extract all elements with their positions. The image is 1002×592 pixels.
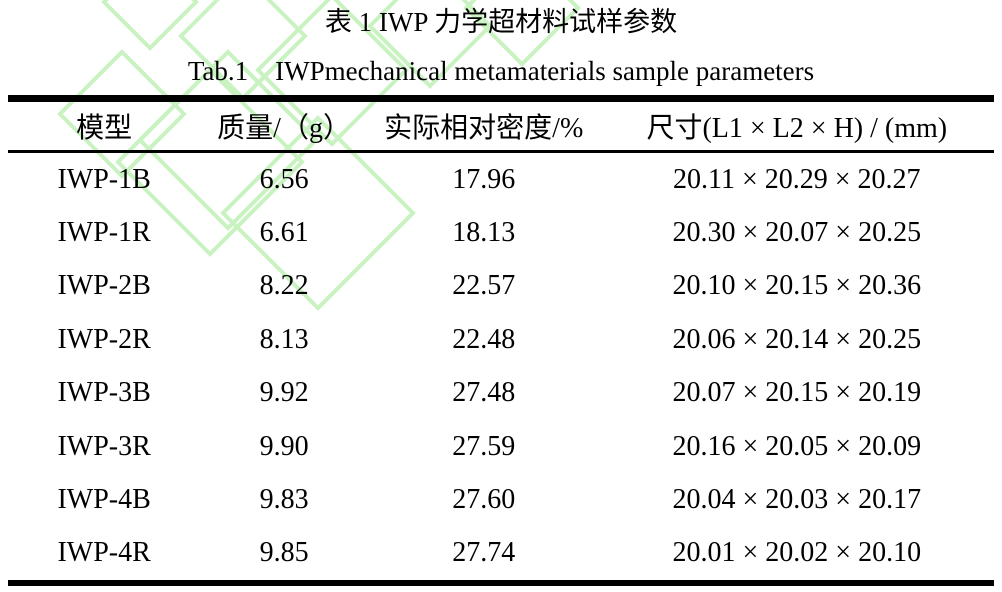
cell-mass: 6.56 (259, 163, 309, 195)
cell-mass: 9.83 (259, 484, 309, 516)
cell-model: IWP-1B (57, 163, 151, 195)
cell-mass: 9.85 (259, 537, 309, 569)
column-header-model: 模型 (8, 98, 201, 153)
cell-mass: 6.61 (259, 217, 309, 249)
cell-model: IWP-4B (57, 484, 151, 516)
table-caption-chinese: 表 1 IWP 力学超材料试样参数 (324, 7, 678, 37)
sample-parameters-table: 模型 质量/（g） 实际相对密度/% 尺寸(L1 × L2 × H) / (mm… (8, 95, 994, 587)
table-row: IWP-3B 9.92 27.48 20.07 × 20.15 × 20.19 (8, 367, 994, 420)
cell-model: IWP-3B (57, 377, 151, 409)
table-row: IWP-3R 9.90 27.59 20.16 × 20.05 × 20.09 (8, 420, 994, 473)
cell-model: IWP-4R (57, 537, 151, 569)
table-body: IWP-1B 6.56 17.96 20.11 × 20.29 × 20.27 IWP-… (8, 152, 994, 584)
cell-size: 20.30 × 20.07 × 20.25 (672, 217, 922, 249)
cell-density: 27.74 (452, 537, 516, 569)
cell-density: 22.48 (452, 323, 516, 355)
table-caption-english: Tab.1 IWPmechanical metamaterials sample… (187, 56, 815, 86)
cell-size: 20.06 × 20.14 × 20.25 (672, 323, 922, 355)
table-row: IWP-4B 9.83 27.60 20.04 × 20.03 × 20.17 (8, 473, 994, 526)
table-header-row: 模型 质量/（g） 实际相对密度/% 尺寸(L1 × L2 × H) / (mm… (8, 98, 994, 153)
cell-density: 27.59 (452, 430, 516, 462)
cell-size: 20.01 × 20.02 × 20.10 (672, 537, 922, 569)
table-row: IWP-2R 8.13 22.48 20.06 × 20.14 × 20.25 (8, 313, 994, 366)
cell-mass: 8.22 (259, 270, 309, 302)
cell-density: 27.60 (452, 484, 516, 516)
cell-model: IWP-1R (57, 217, 151, 249)
cell-size: 20.11 × 20.29 × 20.27 (673, 163, 921, 195)
column-header-density: 实际相对密度/% (367, 98, 600, 153)
cell-size: 20.04 × 20.03 × 20.17 (672, 484, 922, 516)
cell-mass: 9.90 (259, 430, 309, 462)
cell-mass: 8.13 (259, 323, 309, 355)
cell-density: 18.13 (452, 217, 516, 249)
cell-mass: 9.92 (259, 377, 309, 409)
column-header-mass: 质量/（g） (200, 98, 368, 153)
column-header-size: 尺寸(L1 × L2 × H) / (mm) (599, 98, 994, 153)
table-header: 模型 质量/（g） 实际相对密度/% 尺寸(L1 × L2 × H) / (mm… (8, 98, 994, 153)
cell-density: 22.57 (452, 270, 516, 302)
cell-size: 20.10 × 20.15 × 20.36 (672, 270, 922, 302)
cell-size: 20.16 × 20.05 × 20.09 (672, 430, 922, 462)
cell-size: 20.07 × 20.15 × 20.19 (672, 377, 922, 409)
cell-model: IWP-2R (57, 323, 151, 355)
table-row: IWP-2B 8.22 22.57 20.10 × 20.15 × 20.36 (8, 260, 994, 313)
cell-model: IWP-3R (57, 430, 151, 462)
cell-model: IWP-2B (57, 270, 151, 302)
table-row: IWP-4R 9.85 27.74 20.01 × 20.02 × 20.10 (8, 527, 994, 583)
cell-density: 27.48 (452, 377, 516, 409)
cell-density: 17.96 (452, 163, 516, 195)
table-row: IWP-1R 6.61 18.13 20.30 × 20.07 × 20.25 (8, 206, 994, 259)
table-row: IWP-1B 6.56 17.96 20.11 × 20.29 × 20.27 (8, 152, 994, 207)
